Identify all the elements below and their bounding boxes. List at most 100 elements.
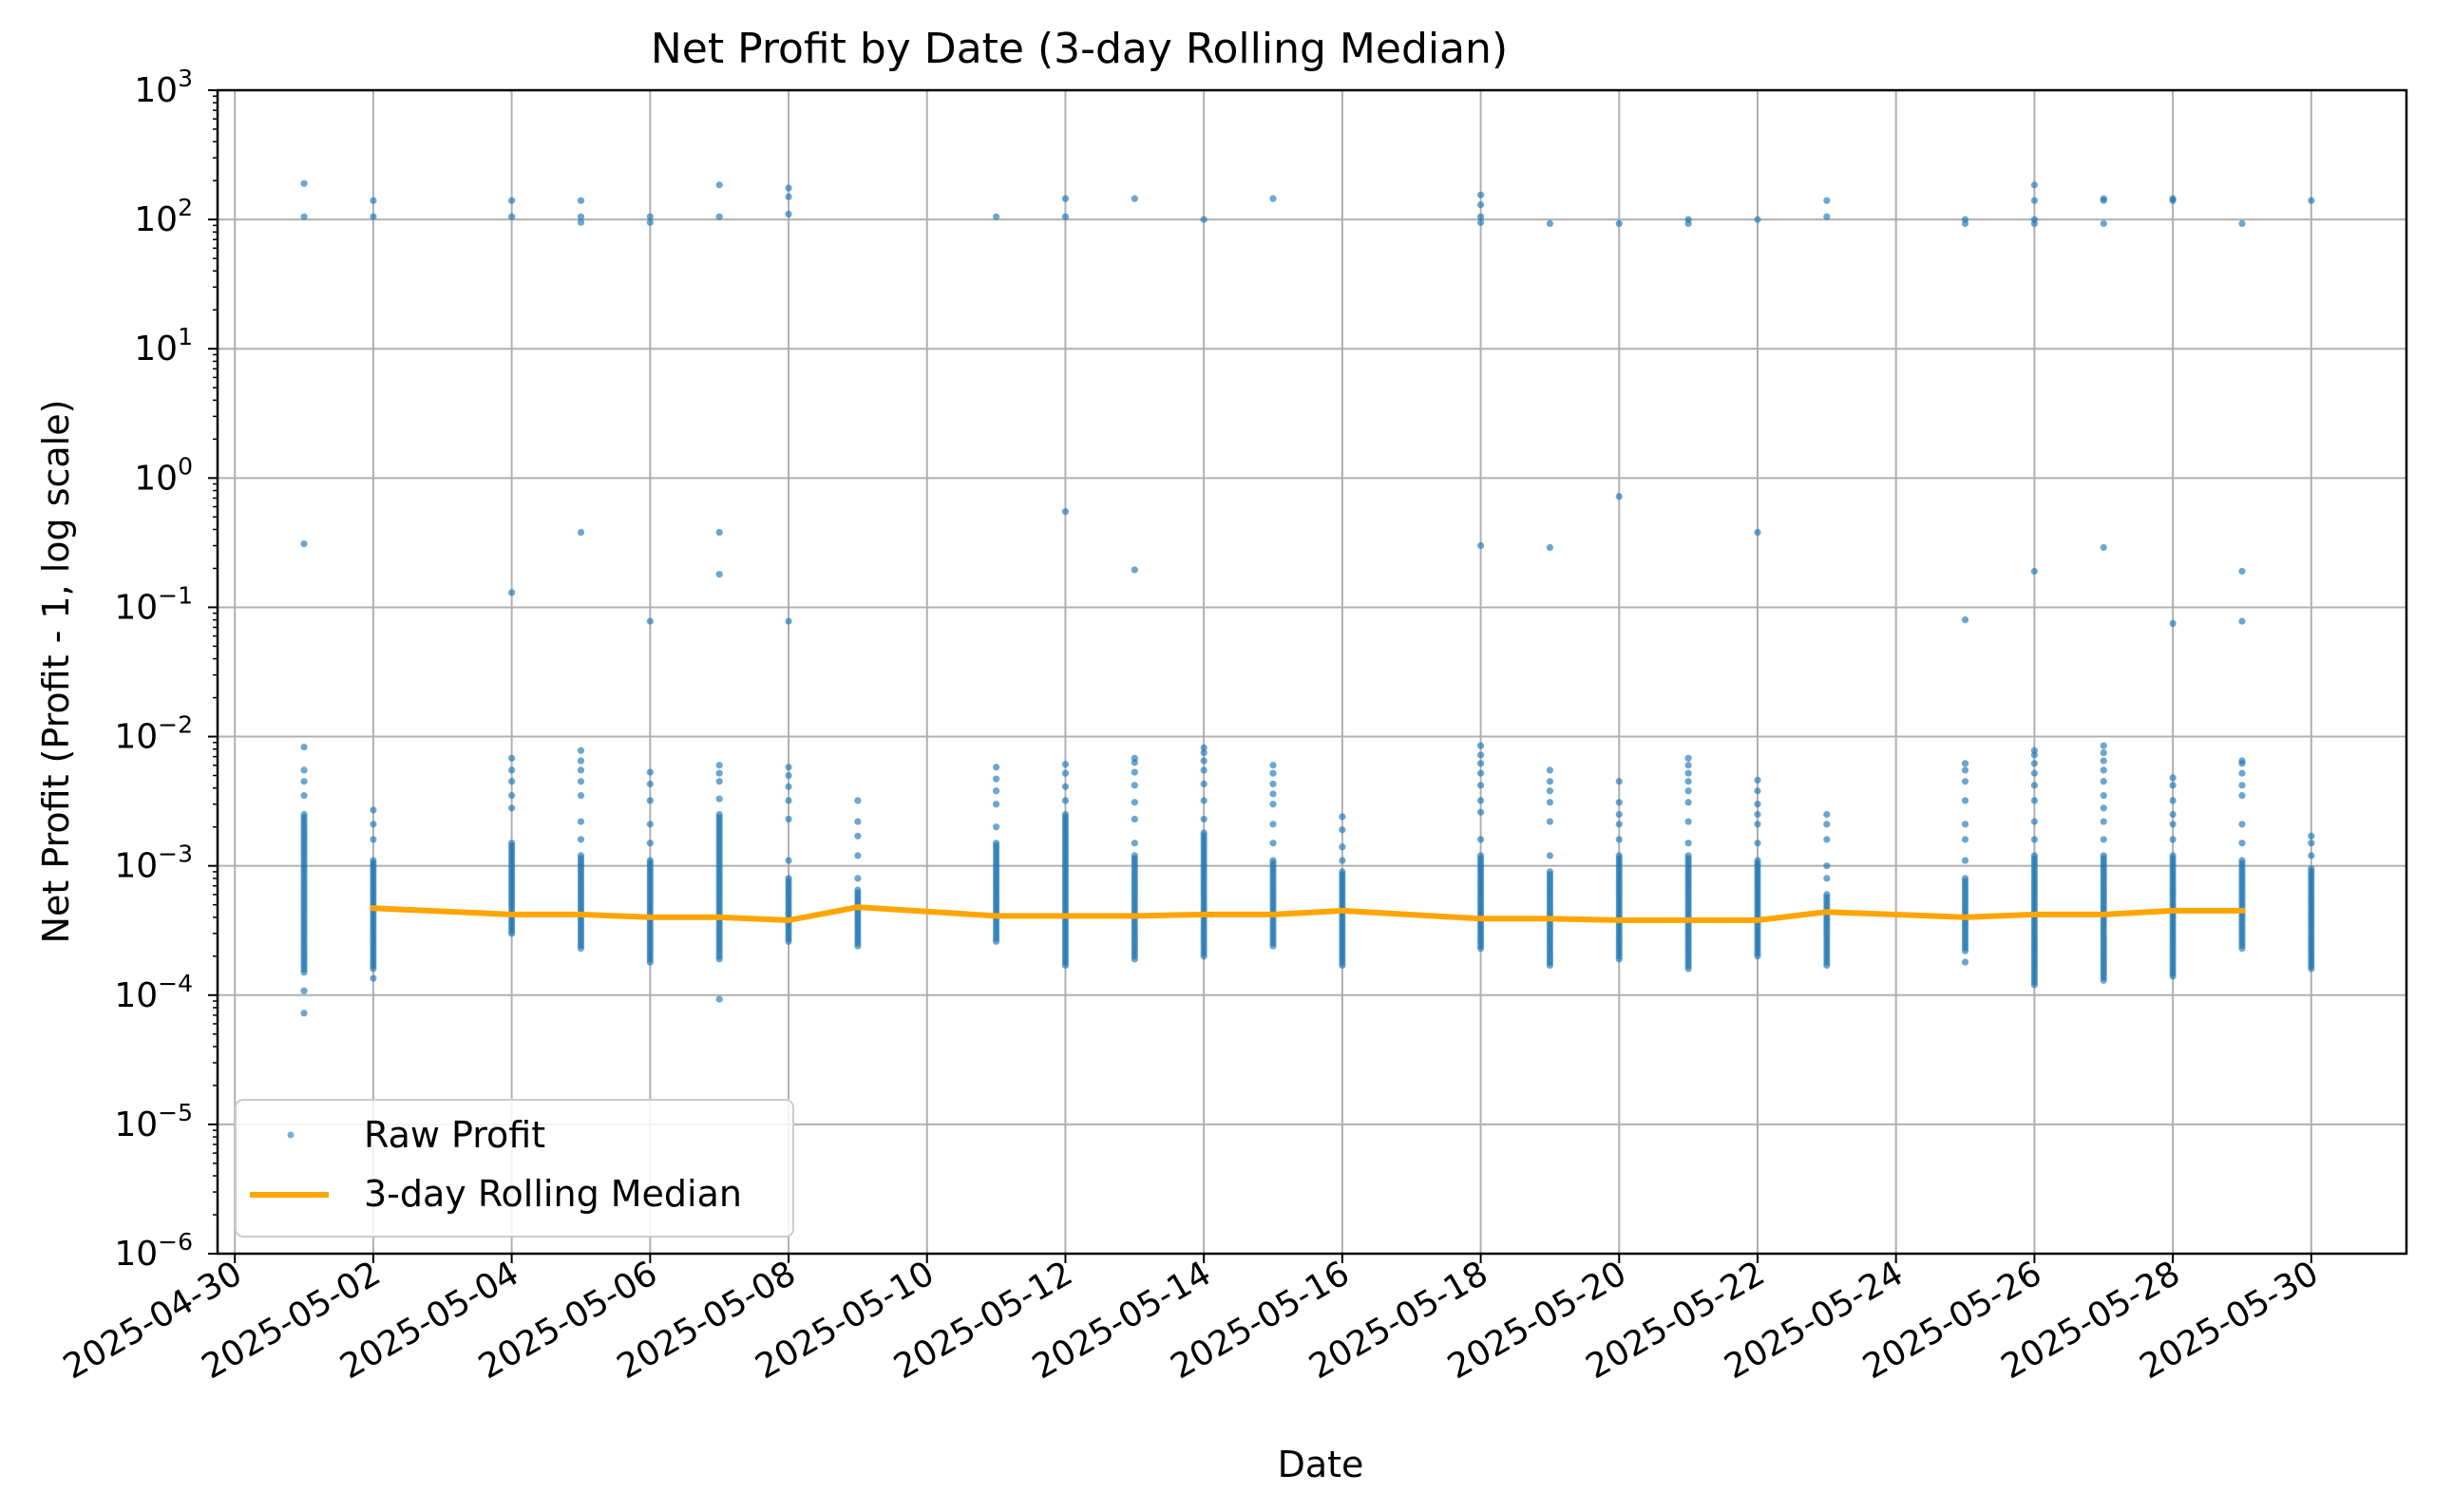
data-point bbox=[1339, 868, 1346, 876]
data-point bbox=[2238, 219, 2246, 228]
data-point bbox=[370, 857, 377, 864]
data-point bbox=[1061, 783, 1070, 790]
data-point bbox=[2030, 197, 2039, 204]
data-point bbox=[715, 213, 723, 220]
data-point bbox=[300, 766, 308, 774]
data-point bbox=[2238, 840, 2246, 847]
data-point bbox=[370, 806, 377, 814]
data-point bbox=[2100, 543, 2107, 552]
data-point bbox=[646, 218, 654, 226]
data-point bbox=[2169, 774, 2177, 782]
data-point bbox=[577, 766, 585, 774]
data-point bbox=[1823, 875, 1831, 882]
data-point bbox=[1200, 216, 1207, 223]
data-point bbox=[1961, 821, 1969, 828]
data-point bbox=[2238, 782, 2246, 789]
data-point bbox=[508, 213, 516, 220]
data-point bbox=[1269, 762, 1277, 769]
data-point bbox=[1546, 852, 1554, 860]
data-point bbox=[577, 818, 585, 825]
data-point bbox=[1476, 201, 1485, 209]
data-point bbox=[2030, 797, 2039, 804]
data-point bbox=[2100, 766, 2107, 774]
data-point bbox=[1339, 826, 1346, 834]
data-point bbox=[1823, 810, 1831, 819]
data-point bbox=[1546, 799, 1554, 806]
data-point bbox=[1200, 829, 1207, 837]
data-point bbox=[370, 213, 377, 220]
data-point bbox=[1961, 778, 1969, 785]
data-point bbox=[2030, 818, 2039, 825]
data-point bbox=[1754, 776, 1761, 784]
raw-profit-series bbox=[300, 180, 2315, 1017]
data-point bbox=[1269, 857, 1277, 864]
data-point bbox=[1476, 213, 1485, 220]
data-point bbox=[2030, 836, 2039, 843]
data-point bbox=[1269, 821, 1277, 828]
data-point bbox=[1615, 778, 1623, 785]
data-point bbox=[1546, 543, 1554, 552]
y-axis-ticks: 10−6 10−5 10−4 10−3 10−2 10−1 100 101 102 103 bbox=[114, 65, 218, 1274]
data-point bbox=[1131, 852, 1138, 860]
data-point bbox=[577, 778, 585, 785]
data-point bbox=[1200, 780, 1207, 788]
data-point bbox=[1339, 843, 1346, 851]
y-tick-label: 102 bbox=[134, 194, 193, 239]
data-point bbox=[1546, 778, 1554, 785]
legend-marker-raw-profit bbox=[287, 1131, 295, 1139]
data-point bbox=[2100, 818, 2107, 825]
data-point bbox=[2169, 195, 2177, 202]
data-point bbox=[785, 617, 792, 625]
data-point bbox=[1131, 195, 1138, 202]
data-point bbox=[1754, 528, 1761, 537]
data-point bbox=[2308, 865, 2315, 873]
data-point bbox=[715, 778, 723, 785]
data-point bbox=[1061, 195, 1070, 202]
data-point bbox=[2308, 852, 2315, 860]
data-point bbox=[300, 180, 308, 187]
data-point bbox=[1200, 757, 1207, 765]
data-point bbox=[1615, 219, 1623, 228]
data-point bbox=[715, 769, 723, 777]
data-point bbox=[1546, 818, 1554, 825]
data-point bbox=[2100, 219, 2107, 228]
legend: Raw Profit 3-day Rolling Median bbox=[235, 1099, 794, 1238]
data-point bbox=[1615, 821, 1623, 828]
data-point bbox=[1546, 787, 1554, 795]
data-point bbox=[646, 213, 654, 220]
data-point bbox=[1131, 840, 1138, 847]
data-point bbox=[2308, 197, 2315, 204]
data-point bbox=[2238, 567, 2246, 576]
data-point bbox=[1131, 566, 1138, 574]
data-point bbox=[300, 539, 308, 548]
data-point bbox=[1823, 836, 1831, 843]
data-point bbox=[1269, 840, 1277, 847]
data-point bbox=[1131, 754, 1138, 762]
data-point bbox=[2030, 769, 2039, 777]
data-point bbox=[1615, 799, 1623, 806]
data-point bbox=[1269, 769, 1277, 777]
data-point bbox=[2030, 181, 2039, 189]
data-point bbox=[2308, 840, 2315, 847]
data-point bbox=[1615, 836, 1623, 843]
data-point bbox=[300, 213, 308, 220]
data-point bbox=[2169, 852, 2177, 860]
data-point bbox=[508, 766, 516, 774]
data-point bbox=[1476, 797, 1485, 804]
data-point bbox=[1476, 836, 1485, 843]
data-point bbox=[715, 571, 723, 578]
data-point bbox=[577, 852, 585, 860]
data-point bbox=[2238, 617, 2246, 625]
data-point bbox=[1339, 813, 1346, 821]
x-axis-label: Date bbox=[1278, 1444, 1364, 1485]
data-point bbox=[2030, 216, 2039, 223]
data-point bbox=[785, 210, 792, 218]
y-tick-label: 10−5 bbox=[114, 1099, 193, 1144]
data-point bbox=[646, 780, 654, 788]
data-point bbox=[1754, 801, 1761, 808]
data-point bbox=[993, 213, 1000, 220]
data-point bbox=[785, 783, 792, 790]
data-point bbox=[1476, 191, 1485, 198]
data-point bbox=[508, 197, 516, 204]
